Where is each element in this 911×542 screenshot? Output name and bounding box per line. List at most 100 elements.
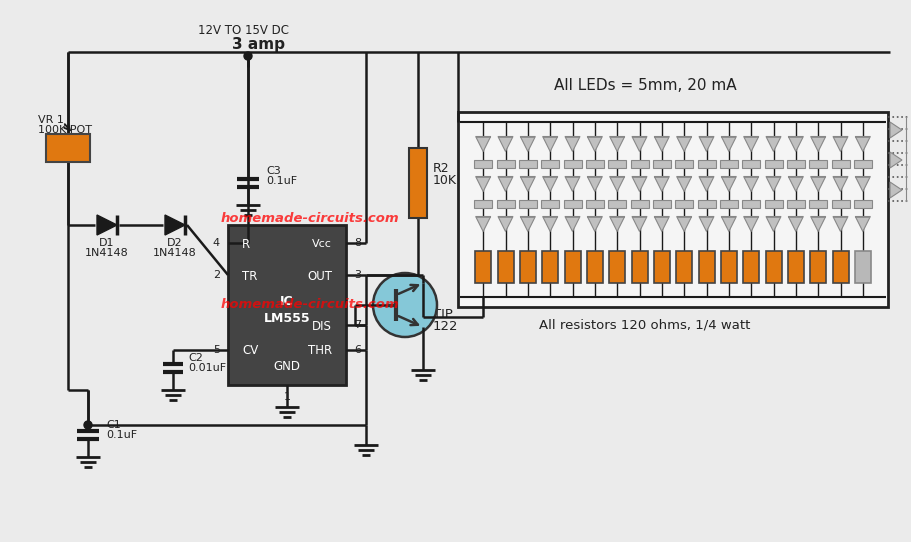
Bar [721,251,737,283]
Bar [586,200,604,208]
Bar [476,251,491,283]
Text: C1: C1 [106,420,121,430]
Bar [743,251,759,283]
Polygon shape [722,216,736,231]
Polygon shape [788,137,804,152]
Polygon shape [743,177,759,191]
Bar [809,160,827,168]
Text: 8: 8 [354,238,361,248]
Polygon shape [609,216,625,231]
Polygon shape [565,216,580,231]
Bar [46,134,90,162]
Text: TIP: TIP [433,308,453,321]
Bar [519,200,537,208]
Text: 3: 3 [354,270,361,280]
Polygon shape [476,137,491,152]
Polygon shape [654,216,670,231]
Polygon shape [699,216,714,231]
Polygon shape [766,177,781,191]
Polygon shape [632,177,647,191]
Polygon shape [855,137,870,152]
Bar [409,148,427,218]
Bar [742,160,760,168]
Text: Vcc: Vcc [312,239,332,249]
Bar [699,251,714,283]
Bar [676,251,692,283]
Polygon shape [609,137,625,152]
Polygon shape [520,177,536,191]
Bar [833,251,848,283]
Polygon shape [609,177,625,191]
Bar [474,200,492,208]
Text: homemade-circuits.com: homemade-circuits.com [220,211,399,224]
Text: 6: 6 [354,345,361,355]
Text: DIS: DIS [312,319,332,332]
Text: IC
LM555: IC LM555 [263,295,311,325]
Bar [520,251,536,283]
Text: 7: 7 [354,320,361,330]
Polygon shape [743,216,759,231]
Polygon shape [520,137,536,152]
Polygon shape [833,216,848,231]
Polygon shape [677,177,691,191]
Polygon shape [699,177,714,191]
Polygon shape [890,122,902,138]
Polygon shape [165,215,185,235]
Polygon shape [476,216,491,231]
Text: All LEDs = 5mm, 20 mA: All LEDs = 5mm, 20 mA [554,78,736,93]
Bar [458,112,888,307]
Bar [564,200,581,208]
Bar [765,251,782,283]
Bar [854,160,872,168]
Text: D2: D2 [168,238,183,248]
Bar [698,200,715,208]
Polygon shape [890,182,902,198]
Text: VR 1: VR 1 [38,115,64,125]
Text: homemade-circuits.com: homemade-circuits.com [220,299,399,312]
Polygon shape [498,216,513,231]
Polygon shape [654,177,670,191]
Text: OUT: OUT [307,269,332,282]
Polygon shape [833,137,848,152]
Bar [564,160,581,168]
Bar [855,251,871,283]
Bar [742,200,760,208]
Text: R2: R2 [433,162,450,175]
Polygon shape [97,215,117,235]
Text: All resistors 120 ohms, 1/4 watt: All resistors 120 ohms, 1/4 watt [539,319,751,332]
Polygon shape [654,137,670,152]
Polygon shape [632,137,647,152]
Polygon shape [811,216,825,231]
Text: CV: CV [242,345,258,358]
Bar [587,251,603,283]
Text: 0.1uF: 0.1uF [106,430,138,440]
Bar [654,251,670,283]
Text: THR: THR [308,345,332,358]
Bar [474,160,492,168]
Bar [653,200,670,208]
Bar [631,251,648,283]
Bar [496,200,515,208]
Text: 10K: 10K [433,173,457,186]
Bar [228,225,346,385]
Bar [609,160,626,168]
Polygon shape [722,137,736,152]
Bar [653,160,670,168]
Circle shape [373,273,437,337]
Polygon shape [811,137,825,152]
Polygon shape [588,216,602,231]
Text: 2: 2 [213,270,220,280]
Bar [542,251,558,283]
Polygon shape [788,216,804,231]
Circle shape [244,52,252,60]
Bar [764,200,783,208]
Polygon shape [498,177,513,191]
Bar [810,251,826,283]
Bar [787,200,804,208]
Bar [788,251,804,283]
Bar [609,200,626,208]
Polygon shape [543,177,558,191]
Polygon shape [766,216,781,231]
Text: 4: 4 [213,238,220,248]
Polygon shape [890,152,902,168]
